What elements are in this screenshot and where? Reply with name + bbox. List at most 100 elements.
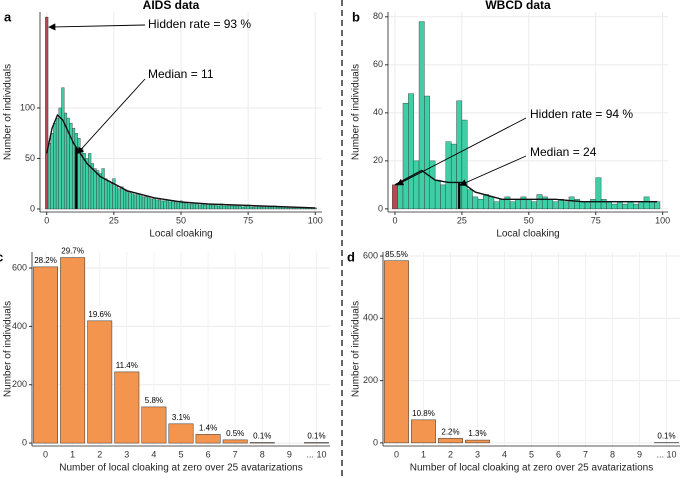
bar <box>104 178 108 210</box>
bar <box>149 198 154 210</box>
bar <box>429 160 436 210</box>
x-tick-label: 50 <box>176 215 186 225</box>
y-tick-label: 60 <box>373 59 383 69</box>
density-curve <box>46 113 316 209</box>
bar <box>233 205 237 210</box>
bar <box>155 199 159 210</box>
x-axis-label: Local cloaking <box>496 229 559 240</box>
y-tick-label: 0 <box>378 203 383 213</box>
y-axis-label: Number of individuals <box>3 301 14 397</box>
bar <box>579 201 586 210</box>
bar <box>633 203 639 210</box>
bar <box>477 199 484 210</box>
bar <box>222 439 248 444</box>
panel-letter: c <box>0 249 3 264</box>
x-tick-label: ... 10 <box>306 449 326 459</box>
bar <box>96 170 100 210</box>
bar <box>606 201 612 210</box>
bar <box>643 196 650 210</box>
bar <box>139 195 143 210</box>
x-tick-label: 9 <box>637 449 642 459</box>
x-axis-label: Number of local cloaking at zero over 25… <box>59 463 302 474</box>
bar <box>286 207 290 210</box>
bar <box>58 107 62 210</box>
x-tick-label: 0 <box>43 449 48 459</box>
annotation-arrow <box>76 78 146 155</box>
percent-label: 0.1% <box>307 432 325 441</box>
bar <box>133 194 137 210</box>
percent-label: 5.8% <box>145 396 163 405</box>
bar <box>547 199 554 210</box>
bar <box>445 141 452 210</box>
bar <box>241 206 245 210</box>
y-tick-label: 80 <box>373 11 383 21</box>
x-tick-label: 9 <box>287 449 292 459</box>
bar <box>465 439 490 444</box>
bar <box>499 199 505 210</box>
bar <box>493 201 500 210</box>
bar <box>472 196 479 210</box>
bar <box>525 199 532 210</box>
bar <box>467 189 473 210</box>
bar <box>123 190 127 210</box>
bar <box>257 206 261 210</box>
bar <box>595 177 602 210</box>
bar <box>249 206 253 210</box>
bar <box>144 196 148 210</box>
bar <box>434 179 441 210</box>
bar <box>214 204 218 210</box>
bar <box>50 133 54 210</box>
bar <box>141 196 145 210</box>
x-tick-label: 25 <box>109 215 119 225</box>
bar <box>125 191 129 210</box>
percent-label: 85.5% <box>385 250 408 259</box>
bar <box>163 200 167 210</box>
x-tick-label: 7 <box>583 449 588 459</box>
bar <box>265 206 269 210</box>
y-tick-label: 400 <box>363 313 378 323</box>
bar <box>128 192 132 210</box>
bar <box>616 201 623 210</box>
density-curve <box>394 169 658 203</box>
bar <box>304 442 329 444</box>
annotation: Hidden rate = 93 % <box>148 17 251 31</box>
bar <box>131 193 135 210</box>
x-tick-label: 100 <box>308 215 323 225</box>
bar <box>33 266 58 444</box>
x-tick-label: 5 <box>529 449 534 459</box>
bar <box>114 186 119 210</box>
bar <box>198 204 202 210</box>
bar <box>411 419 436 444</box>
bar <box>93 168 97 210</box>
y-tick-label: 400 <box>12 321 27 331</box>
bar <box>192 202 196 210</box>
bar <box>243 205 248 210</box>
bar <box>450 143 457 210</box>
x-tick-label: 0 <box>394 449 399 459</box>
bar <box>55 117 59 210</box>
bar <box>85 158 89 210</box>
x-tick-label: 8 <box>610 449 615 459</box>
bar <box>649 201 655 210</box>
bar <box>61 87 65 210</box>
panel-letter: d <box>347 249 355 264</box>
bar <box>402 103 409 210</box>
bar <box>260 206 264 210</box>
x-axis-label: Number of local cloaking at zero over 25… <box>410 463 653 474</box>
y-tick-label: 600 <box>363 250 378 260</box>
bar <box>200 203 205 210</box>
percent-label: 28.2% <box>34 256 57 265</box>
x-tick-label: 25 <box>457 215 467 225</box>
bar <box>195 203 199 210</box>
bar <box>141 406 167 444</box>
bar <box>590 199 596 210</box>
bar <box>235 205 239 210</box>
annotation: Median = 11 <box>148 67 214 81</box>
bar <box>208 204 213 210</box>
y-axis-label: Number of individuals <box>351 64 362 160</box>
bar <box>109 183 113 210</box>
annotation: Median = 24 <box>530 145 597 159</box>
bar <box>654 201 661 210</box>
